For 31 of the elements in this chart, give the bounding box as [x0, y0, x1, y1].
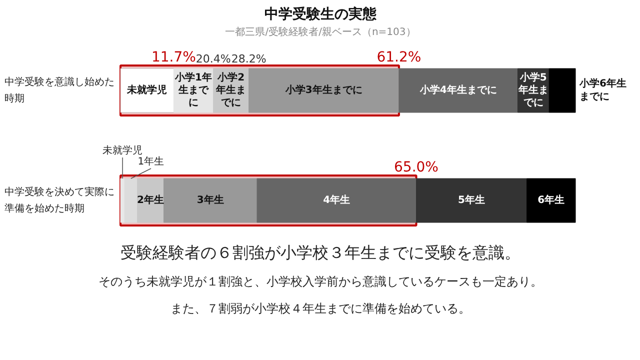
series-label: 小学3年生までに [284, 84, 362, 96]
bar [120, 68, 174, 113]
series-label: 3年生 [196, 194, 224, 206]
series-label: 2年生 [137, 194, 164, 206]
annotation: 20.4% [196, 52, 231, 66]
text: また、７割弱が小学校４年生までに準備を始めている。 [170, 302, 470, 316]
series-label: 4年生 [323, 194, 350, 206]
annotation: 28.2% [231, 52, 266, 66]
series-label: 1年生 [138, 156, 164, 168]
series-label: 小学1年生までに [174, 71, 212, 109]
text: そのうち未就学児が１割強と、小学校入学前から意識しているケースも一定あり。 [98, 274, 542, 288]
bar [548, 68, 576, 113]
text: 受験経験者の６割強が小学校３年生までに受験を意識。 [120, 243, 520, 262]
series-label: 6年生 [538, 194, 565, 206]
bar [124, 178, 138, 223]
bar [163, 178, 258, 223]
bar [526, 178, 576, 223]
series-label: 小学4年生までに [418, 84, 497, 96]
y-tick-label: 中学受験を決めて実際に準備を始めた時期 [4, 186, 114, 214]
chart-subtitle: 一都三県/受験経験者/親ベース（n=103） [225, 26, 416, 38]
chart-title: 中学受験生の実態 [264, 6, 378, 22]
series-label: 小学5年生までに [517, 71, 548, 109]
annotation: 11.7% [152, 50, 196, 66]
series-label: 5年生 [458, 194, 486, 206]
annotation: 61.2% [376, 50, 422, 66]
text: 未就学児 [102, 144, 143, 156]
series-label: 小学6年生までに [578, 78, 626, 102]
series-label: 小学2年生までに [215, 71, 246, 109]
series-label: 未就学児 [126, 84, 168, 96]
annotation: 65.0% [394, 160, 438, 176]
y-tick-label: 中学受験を意識し始めた時期 [4, 76, 114, 104]
